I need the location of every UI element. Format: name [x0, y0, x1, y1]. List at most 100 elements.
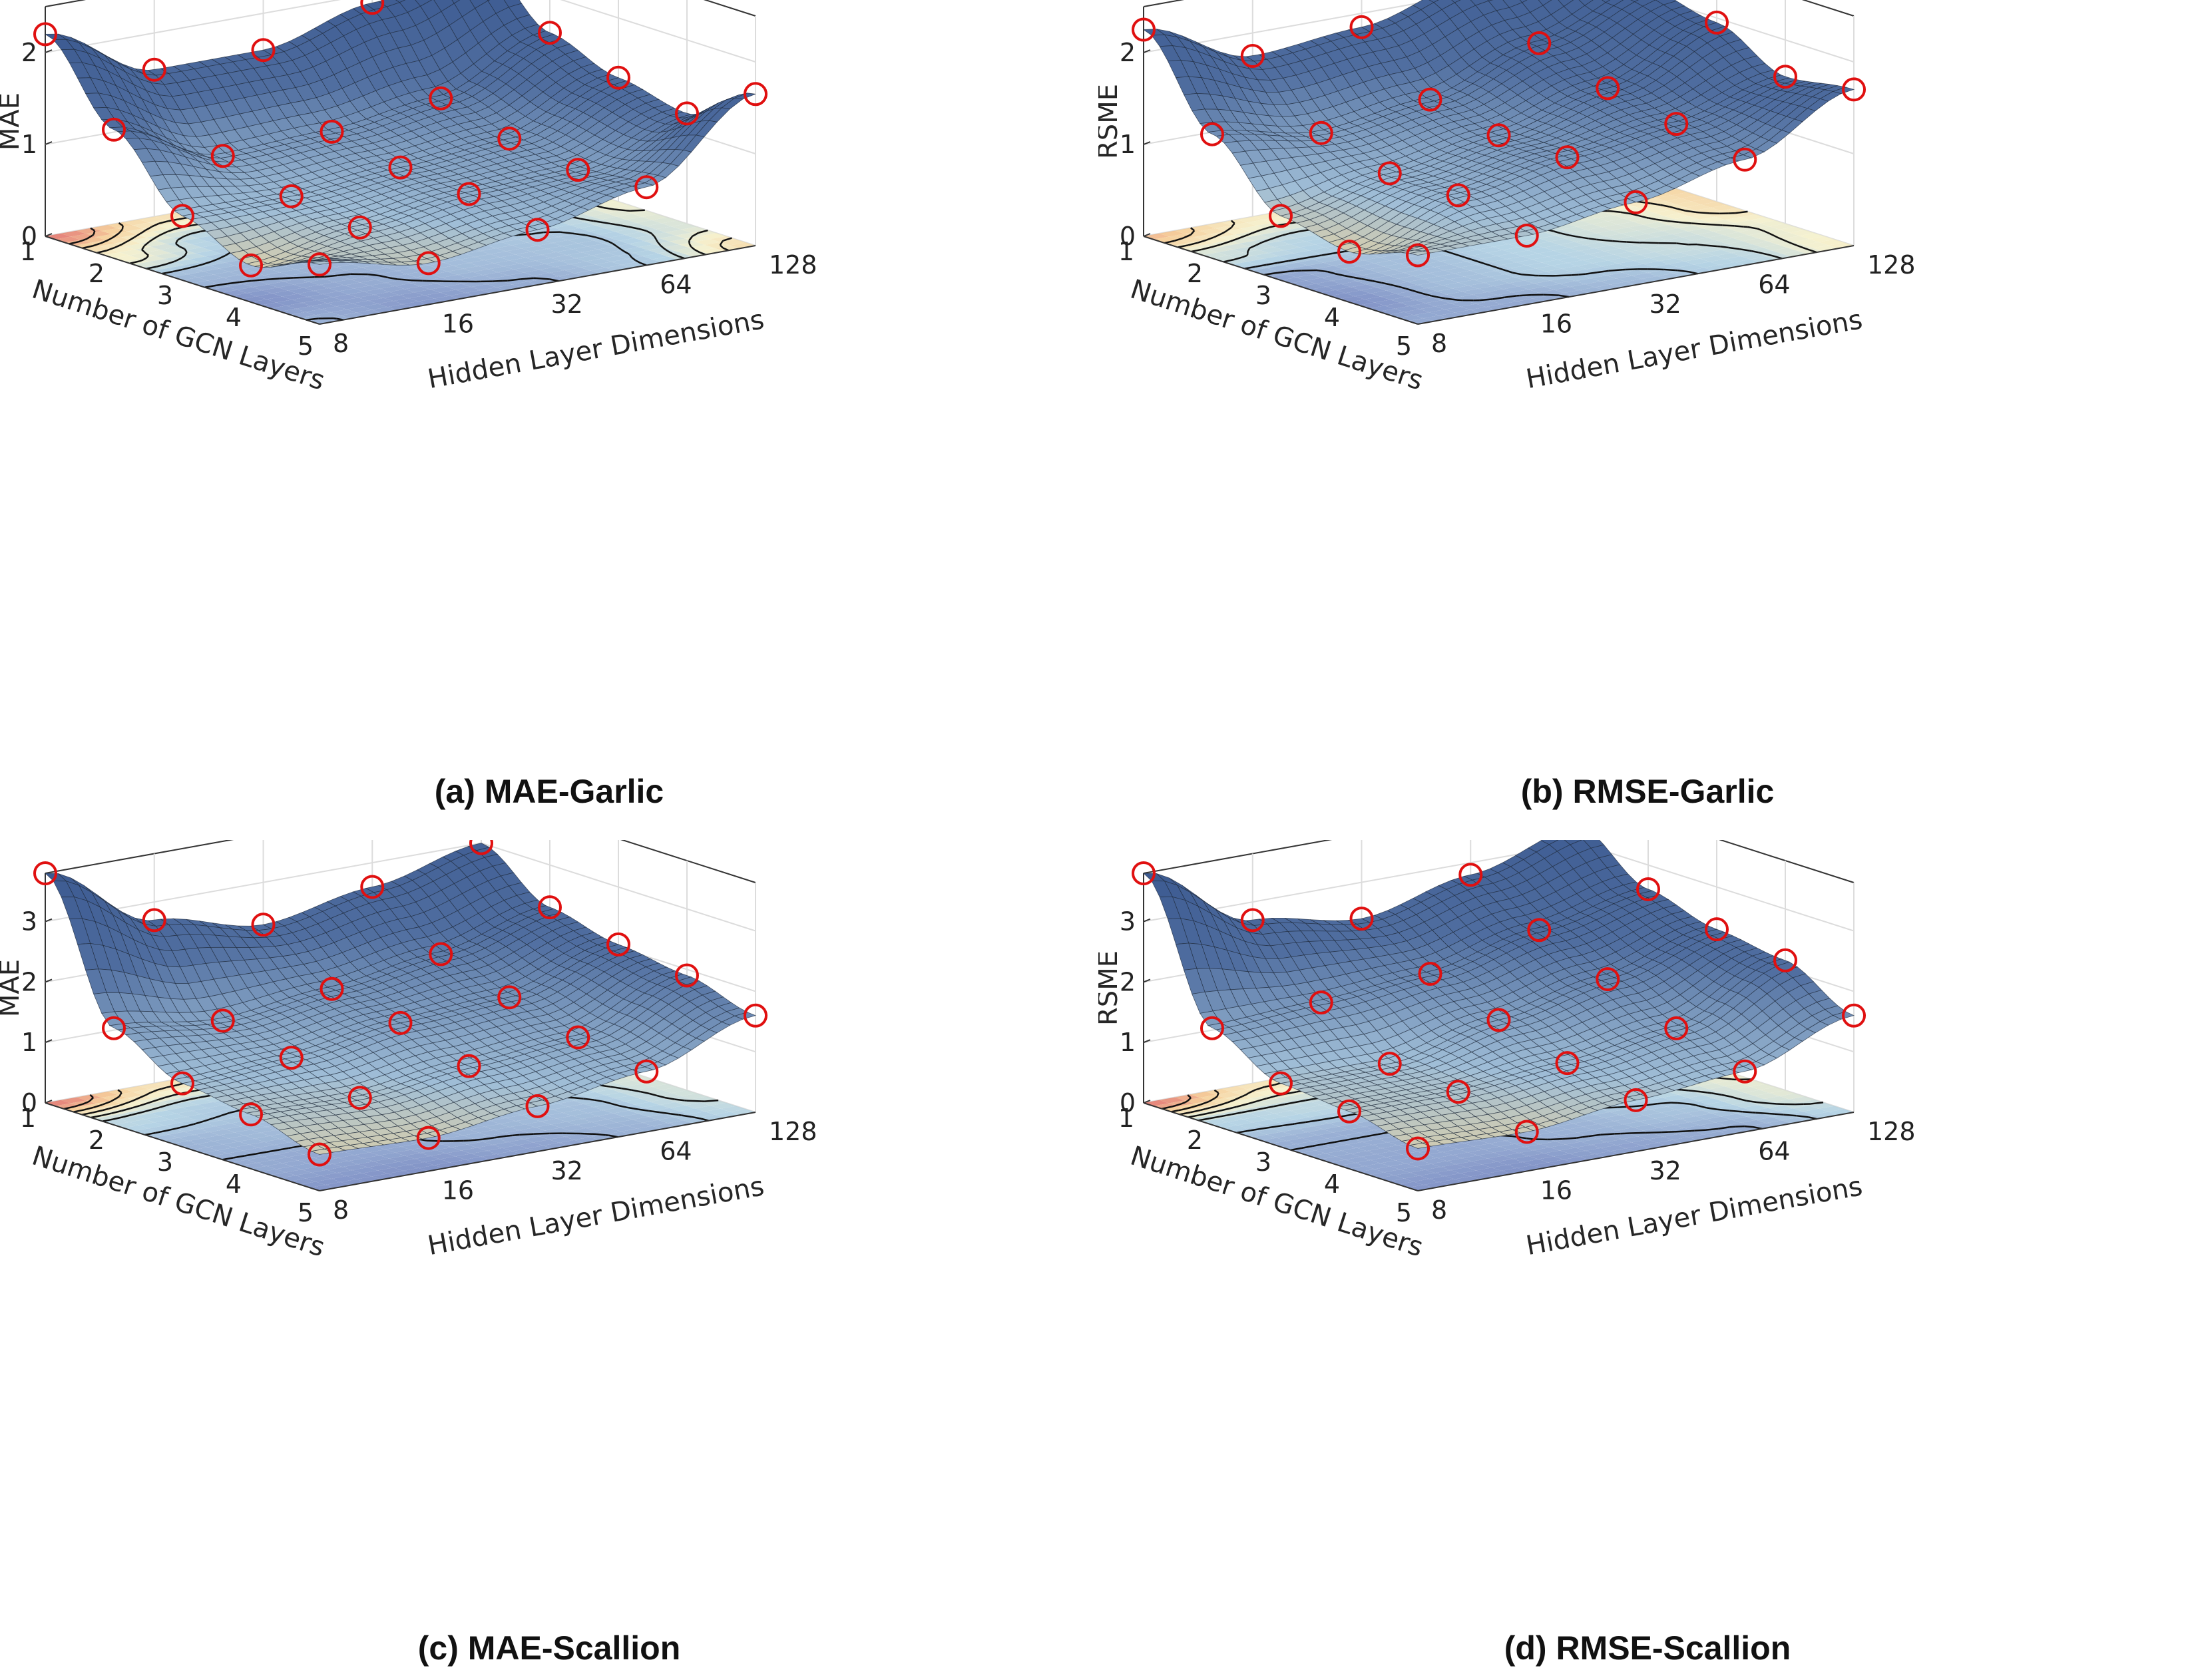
contour-segment [1287, 271, 1294, 272]
x-tick-label: 2 [89, 259, 105, 288]
contour-segment [1556, 275, 1572, 276]
contour-segment [722, 241, 723, 242]
x-tick-label: 5 [298, 331, 314, 361]
contour-segment [266, 278, 280, 279]
z-tick-label: 2 [1120, 38, 1136, 67]
contour-segment [656, 240, 658, 242]
x-tick-label: 2 [1187, 259, 1203, 288]
contour-segment [1572, 275, 1578, 276]
contour-segment [1650, 203, 1657, 204]
contour-segment [185, 254, 186, 256]
contour-segment [99, 243, 101, 244]
contour-segment [493, 281, 503, 282]
contour-segment [337, 274, 349, 276]
contour-segment [1642, 242, 1658, 243]
contour-segment [1169, 241, 1174, 242]
contour-segment [280, 278, 290, 279]
x-tick-label: 3 [1255, 281, 1271, 310]
x-tick-label: 3 [157, 281, 173, 310]
x-tick-label: 1 [20, 237, 36, 266]
contour-segment [150, 227, 152, 228]
contour-segment [1696, 212, 1700, 213]
contour-segment [140, 260, 143, 261]
contour-segment [1610, 211, 1621, 212]
y-tick-label: 64 [1758, 270, 1790, 300]
contour-segment [252, 280, 260, 281]
y-tick-label: 8 [1431, 329, 1447, 358]
x-tick-label: 5 [1396, 331, 1412, 361]
x-tick-label: 4 [1324, 303, 1340, 332]
contour-segment [1279, 235, 1283, 236]
x-tick-label: 1 [1118, 237, 1134, 266]
contour-segment [1626, 269, 1638, 270]
contour-segment [225, 255, 226, 256]
x-tick-label: 4 [226, 303, 242, 332]
y-tick-label: 16 [442, 310, 474, 339]
contour-segment [174, 261, 176, 262]
contour-segment [411, 280, 422, 281]
caption-rmse-garlic: (b) RMSE-Garlic [1098, 772, 2196, 811]
contour-segment [118, 233, 119, 234]
contour-segment [1457, 300, 1462, 301]
contour-segment [1704, 245, 1717, 246]
contour-segment [1706, 224, 1721, 225]
contour-segment [1229, 241, 1230, 242]
contour-segment [1578, 274, 1585, 275]
contour-segment [1700, 212, 1710, 213]
z-tick-label: 2 [21, 38, 37, 67]
y-axis-label: Hidden Layer Dimensions [1524, 304, 1865, 395]
contour-segment [657, 242, 658, 243]
contour-segment [590, 220, 594, 221]
y-tick-label: 128 [769, 250, 817, 280]
contour-segment [1519, 295, 1531, 296]
contour-segment [594, 221, 600, 222]
contour-segment [1609, 270, 1623, 271]
contour-segment [1428, 295, 1432, 296]
contour-segment [1480, 299, 1493, 300]
contour-segment [664, 248, 665, 250]
caption-mae-garlic: (a) MAE-Garlic [0, 772, 1098, 811]
contour-segment [1679, 222, 1691, 224]
contour-segment [333, 318, 337, 319]
contour-segment [1432, 296, 1436, 297]
contour-segment [427, 281, 441, 282]
contour-segment [1692, 223, 1701, 224]
contour-segment [122, 226, 123, 228]
z-axis-label: RSME [1098, 84, 1124, 159]
contour-segment [167, 231, 168, 232]
y-axis-label: Hidden Layer Dimensions [425, 304, 766, 395]
y-tick-label: 32 [551, 290, 583, 319]
contour-segment [1294, 270, 1301, 271]
contour-segment [585, 235, 588, 236]
contour-segment [1600, 240, 1612, 241]
contour-segment [1749, 251, 1751, 252]
contour-segment [1231, 226, 1232, 227]
contour-segment [1721, 246, 1729, 248]
contour-segment [1657, 204, 1661, 205]
y-tick-label: 64 [660, 270, 692, 300]
contour-segment [1722, 225, 1735, 226]
contour-segment [520, 278, 533, 280]
contour-segment [86, 239, 87, 240]
y-tick-label: 8 [333, 329, 349, 358]
z-axis-label: MAE [0, 93, 25, 150]
contour-segment [1697, 244, 1703, 245]
contour-segment [537, 278, 550, 280]
contour-segment [1247, 254, 1248, 256]
y-tick-label: 16 [1540, 310, 1572, 339]
contour-segment [630, 210, 645, 211]
y-tick-label: 128 [1867, 250, 1916, 280]
y-tick-label: 32 [1649, 290, 1681, 319]
contour-segment [1613, 241, 1620, 242]
contour-segment [1588, 238, 1596, 240]
contour-segment [1667, 221, 1678, 222]
contour-segment [140, 232, 142, 234]
contour-segment [1522, 274, 1535, 276]
